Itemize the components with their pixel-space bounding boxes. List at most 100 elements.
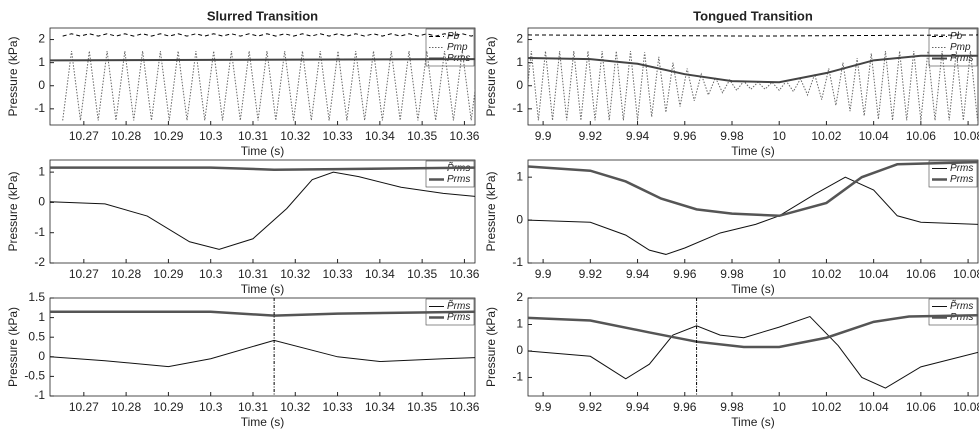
y-tick-label: 2 — [516, 290, 523, 304]
legend-label: Prms — [447, 312, 470, 323]
legend-label: P̃rms — [950, 299, 973, 312]
series-line — [50, 171, 475, 250]
x-tick-label: 9.98 — [720, 129, 744, 143]
legend-label: P̃rms — [950, 161, 973, 174]
lines — [528, 160, 978, 255]
x-tick-label: 10.04 — [859, 400, 889, 414]
y-tick-label: 0.5 — [28, 329, 45, 343]
y-tick-label: -1 — [512, 101, 523, 115]
x-tick-label: 10.34 — [365, 129, 395, 143]
y-axis-label: Pressure (kPa) — [484, 307, 498, 387]
y-tick-label: 0 — [516, 212, 523, 226]
legend-label: Pmp — [447, 42, 468, 53]
x-tick-label: 10.31 — [238, 267, 268, 281]
x-tick-label: 10.31 — [238, 129, 268, 143]
y-tick-label: 1 — [516, 317, 523, 331]
x-tick-label: 10.27 — [69, 129, 99, 143]
y-tick-label: -0.5 — [24, 369, 45, 383]
y-tick-label: 0 — [38, 195, 45, 209]
y-axis-label: Pressure (kPa) — [6, 307, 20, 387]
series-line — [528, 34, 978, 37]
x-tick-label: 10.36 — [449, 129, 479, 143]
y-tick-label: -1 — [512, 255, 523, 269]
legend-label: Prms — [447, 174, 470, 185]
legend-box — [928, 160, 978, 188]
x-tick-label: 9.9 — [535, 400, 552, 414]
x-tick-label: 9.98 — [720, 400, 744, 414]
x-tick-label: 10.33 — [323, 129, 353, 143]
y-tick-label: 0 — [516, 78, 523, 92]
series-line — [50, 310, 475, 317]
y-axis-label: Pressure (kPa) — [484, 36, 498, 116]
legend-label: Pmp — [950, 42, 971, 53]
x-tick-label: 9.9 — [535, 267, 552, 281]
y-tick-label: 1 — [516, 169, 523, 183]
lines — [50, 298, 475, 396]
series-line — [528, 54, 978, 84]
y-tick-label: 0 — [38, 349, 45, 363]
x-tick-label: 9.92 — [579, 267, 603, 281]
x-tick-label: 10 — [773, 129, 787, 143]
panel: Tongued Transition Time (s) Pressure (kPa)… — [484, 8, 979, 158]
y-tick-label: 1 — [38, 164, 45, 178]
x-tick-label: 10.32 — [280, 400, 310, 414]
panel: Time (s) Pressure (kPa) 10.27 10.28 10.29 10.… — [6, 159, 480, 296]
x-tick-label: 10.35 — [407, 129, 437, 143]
legend-box — [928, 298, 978, 326]
x-tick-label: 9.96 — [673, 267, 697, 281]
x-axis-label: Time (s) — [241, 415, 285, 429]
x-tick-label: 10.27 — [69, 400, 99, 414]
panel: Slurred Transition Time (s) Pressure (kPa)… — [6, 8, 480, 158]
x-tick-label: 10.28 — [111, 129, 141, 143]
legend-label: Prms — [950, 174, 973, 185]
x-tick-label: 10.32 — [280, 267, 310, 281]
x-axis-label: Time (s) — [731, 144, 775, 158]
x-tick-label: 9.96 — [673, 129, 697, 143]
chart-title: Slurred Transition — [207, 8, 318, 23]
legend-label: Pb — [447, 31, 460, 42]
y-tick-label: 2 — [38, 32, 45, 46]
x-tick-label: 10 — [773, 400, 787, 414]
x-tick-label: 9.94 — [626, 400, 650, 414]
series-line — [528, 160, 978, 218]
y-axis-label: Pressure (kPa) — [6, 171, 20, 251]
x-axis-label: Time (s) — [241, 282, 285, 296]
y-tick-label: 1.5 — [28, 290, 45, 304]
x-axis-label: Time (s) — [731, 282, 775, 296]
legend-label: Pb — [950, 31, 963, 42]
plot-area — [49, 27, 476, 126]
x-tick-label: 10.34 — [365, 267, 395, 281]
x-tick-label: 10.34 — [365, 400, 395, 414]
series-line — [528, 315, 978, 389]
panel: Time (s) Pressure (kPa) 9.9 9.92 9.94 9.96 9.9… — [484, 290, 979, 429]
plot-area — [49, 159, 476, 264]
x-tick-label: 10.35 — [407, 400, 437, 414]
x-tick-label: 9.94 — [626, 129, 650, 143]
x-tick-label: 10.27 — [69, 267, 99, 281]
x-tick-label: 10.32 — [280, 129, 310, 143]
y-tick-label: -1 — [34, 225, 45, 239]
lines — [528, 34, 978, 121]
lines — [50, 33, 475, 121]
plot-area — [527, 159, 979, 264]
y-tick-label: 1 — [38, 55, 45, 69]
series-line — [62, 51, 475, 121]
legend-box — [425, 160, 475, 188]
y-tick-label: -1 — [512, 370, 523, 384]
x-tick-label: 9.98 — [720, 267, 744, 281]
x-tick-label: 9.96 — [673, 400, 697, 414]
x-tick-label: 10.04 — [859, 267, 889, 281]
y-axis-label: Pressure (kPa) — [6, 36, 20, 116]
series-line — [50, 58, 475, 62]
x-tick-label: 10 — [773, 267, 787, 281]
x-tick-label: 10.06 — [906, 400, 936, 414]
y-tick-label: 1 — [38, 310, 45, 324]
series-line — [62, 33, 475, 37]
x-tick-label: 10.29 — [153, 129, 183, 143]
x-tick-label: 10.33 — [323, 267, 353, 281]
x-tick-label: 9.92 — [579, 400, 603, 414]
x-tick-label: 10.31 — [238, 400, 268, 414]
x-tick-label: 10.02 — [811, 400, 841, 414]
x-tick-label: 10.28 — [111, 267, 141, 281]
y-tick-label: 1 — [516, 55, 523, 69]
